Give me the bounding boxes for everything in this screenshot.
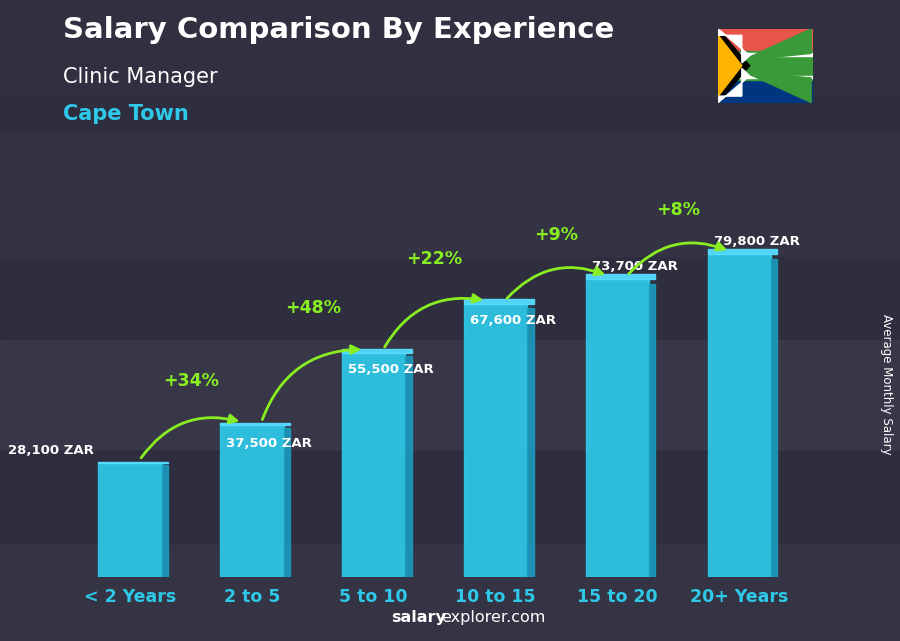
- Text: +48%: +48%: [284, 299, 341, 317]
- Bar: [405, 356, 412, 577]
- Text: Salary Comparison By Experience: Salary Comparison By Experience: [63, 16, 614, 44]
- Bar: [0, 545, 900, 641]
- Text: 28,100 ZAR: 28,100 ZAR: [7, 444, 94, 457]
- Bar: [220, 423, 290, 426]
- Text: Cape Town: Cape Town: [63, 104, 189, 124]
- FancyArrowPatch shape: [507, 267, 602, 299]
- Polygon shape: [718, 29, 750, 103]
- Bar: [464, 299, 534, 304]
- Text: 67,600 ZAR: 67,600 ZAR: [470, 314, 556, 327]
- Polygon shape: [718, 69, 750, 103]
- Text: explorer.com: explorer.com: [441, 610, 545, 625]
- Bar: [718, 78, 813, 103]
- Text: 79,800 ZAR: 79,800 ZAR: [714, 235, 799, 248]
- Polygon shape: [742, 71, 811, 103]
- Text: Clinic Manager: Clinic Manager: [63, 67, 218, 87]
- Bar: [527, 308, 534, 577]
- FancyArrowPatch shape: [141, 415, 237, 458]
- Text: +34%: +34%: [163, 372, 219, 390]
- Text: 55,500 ZAR: 55,500 ZAR: [348, 363, 434, 376]
- Polygon shape: [742, 29, 811, 60]
- Polygon shape: [718, 29, 750, 63]
- Bar: [718, 29, 813, 53]
- Bar: [98, 463, 162, 577]
- FancyArrowPatch shape: [629, 243, 724, 274]
- Bar: [586, 279, 649, 577]
- Bar: [342, 349, 412, 353]
- Text: +8%: +8%: [656, 201, 700, 219]
- Bar: [342, 353, 405, 577]
- Text: 73,700 ZAR: 73,700 ZAR: [592, 260, 678, 273]
- Bar: [718, 53, 813, 56]
- Bar: [707, 249, 778, 254]
- FancyArrowPatch shape: [262, 345, 358, 419]
- Bar: [284, 428, 290, 577]
- Bar: [586, 274, 655, 279]
- Bar: [220, 426, 284, 577]
- Bar: [0, 135, 900, 256]
- Bar: [0, 0, 900, 96]
- Text: +9%: +9%: [535, 226, 579, 244]
- Bar: [718, 51, 813, 81]
- Bar: [464, 304, 527, 577]
- Text: salary: salary: [392, 610, 446, 625]
- Polygon shape: [718, 35, 742, 96]
- Bar: [0, 340, 900, 449]
- Text: +22%: +22%: [407, 250, 463, 268]
- Bar: [707, 254, 771, 577]
- Bar: [98, 462, 168, 463]
- Text: Average Monthly Salary: Average Monthly Salary: [880, 314, 893, 455]
- FancyArrowPatch shape: [384, 295, 481, 347]
- Bar: [771, 259, 778, 577]
- Text: 37,500 ZAR: 37,500 ZAR: [226, 437, 312, 451]
- Bar: [162, 465, 168, 577]
- Bar: [718, 76, 813, 78]
- Bar: [649, 283, 655, 577]
